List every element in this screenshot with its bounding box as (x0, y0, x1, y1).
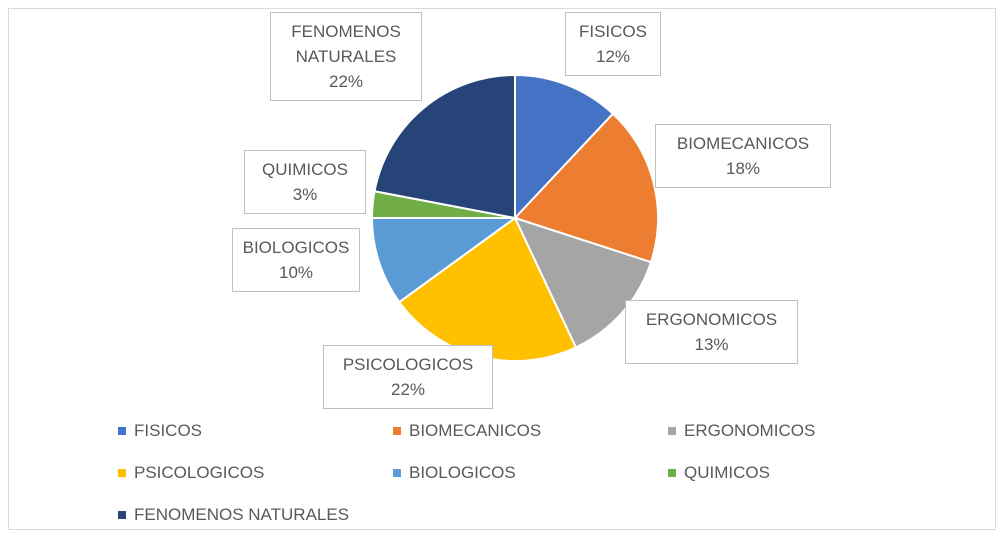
legend-swatch (393, 427, 401, 435)
legend-label: BIOLOGICOS (409, 463, 516, 482)
legend-item: FENOMENOS NATURALES (118, 494, 393, 536)
legend-item: ERGONOMICOS (668, 410, 943, 452)
legend-swatch (668, 469, 676, 477)
legend-label: ERGONOMICOS (684, 421, 816, 440)
label-name: BIOMECANICOS (676, 134, 810, 153)
pie-slice (370, 217, 519, 304)
data-label: BIOMECANICOS 18% (655, 124, 831, 188)
legend: FISICOS BIOMECANICOS ERGONOMICOS PSICOLOGIC… (118, 410, 948, 536)
legend-item: BIOMECANICOS (393, 410, 668, 452)
legend-swatch (118, 427, 126, 435)
legend-swatch (393, 469, 401, 477)
legend-item: PSICOLOGICOS (118, 452, 393, 494)
label-name: BIOLOGICOS (242, 238, 350, 257)
legend-swatch (118, 511, 126, 519)
label-value: 10% (278, 263, 314, 282)
legend-label: PSICOLOGICOS (134, 463, 265, 482)
label-value: 22% (390, 380, 426, 399)
data-label: ERGONOMICOS 13% (625, 300, 798, 364)
label-name: QUIMICOS (262, 160, 348, 179)
data-label: FISICOS 12% (565, 12, 661, 76)
data-label: PSICOLOGICOS 22% (323, 345, 493, 409)
legend-swatch (668, 427, 676, 435)
data-label: BIOLOGICOS 10% (232, 228, 360, 292)
label-value: 3% (292, 185, 318, 204)
legend-item: BIOLOGICOS (393, 452, 668, 494)
label-value: 18% (725, 159, 761, 178)
pie-slice (513, 216, 653, 349)
label-name: FISICOS (578, 22, 647, 41)
chart-border (8, 8, 996, 530)
legend-item: QUIMICOS (668, 452, 943, 494)
label-value: 13% (694, 335, 729, 354)
legend-label: FISICOS (134, 421, 203, 440)
legend-label: BIOMECANICOS (409, 421, 542, 440)
label-name: ERGONOMICOS (645, 310, 778, 329)
legend-swatch (118, 469, 126, 477)
label-value: 22% (328, 72, 364, 91)
data-label: QUIMICOS 3% (244, 150, 366, 214)
pie-slice (373, 73, 516, 220)
label-value: 12% (595, 47, 631, 66)
legend-label: FENOMENOS NATURALES (134, 505, 350, 524)
label-name: PSICOLOGICOS (342, 355, 474, 374)
pie-slice (513, 112, 659, 264)
label-name: FENOMENOS NATURALES (291, 22, 401, 66)
legend-item: FISICOS (118, 410, 393, 452)
pie-slice (514, 73, 615, 221)
legend-label: QUIMICOS (684, 463, 770, 482)
data-label: FENOMENOS NATURALES 22% (270, 12, 422, 101)
